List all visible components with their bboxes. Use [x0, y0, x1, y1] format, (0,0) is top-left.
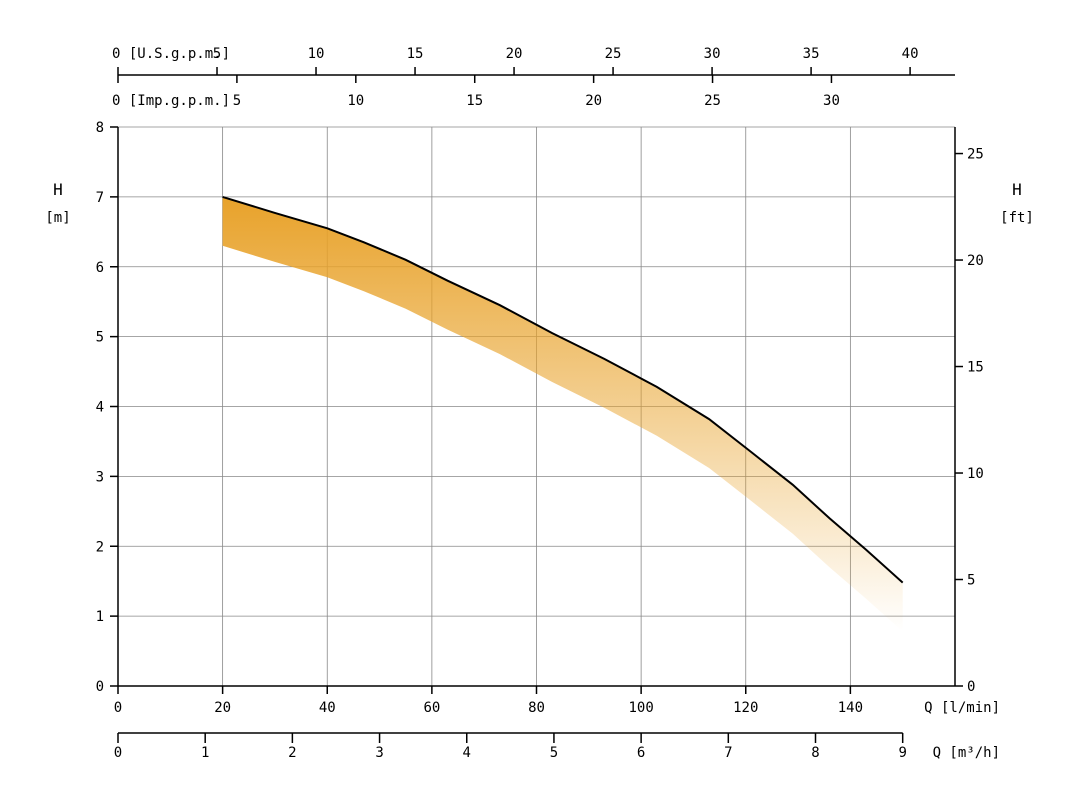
m3h-tick-label: 3 — [375, 745, 383, 761]
bottom-tick-label: 60 — [423, 700, 440, 716]
left-tick-label: 7 — [96, 190, 104, 206]
usgpm-tick-label: 15 — [407, 46, 424, 62]
impgpm-axis-title: 0 [Imp.g.p.m.] — [112, 93, 230, 109]
m3h-tick-label: 2 — [288, 745, 296, 761]
bottom-tick-label: 80 — [528, 700, 545, 716]
bottom-tick-label: 120 — [733, 700, 758, 716]
m3h-tick-label: 7 — [724, 745, 732, 761]
left-axis-title-top: H — [53, 180, 63, 199]
usgpm-tick-label: 25 — [605, 46, 622, 62]
band-layer — [222, 196, 903, 632]
left-tick-label: 3 — [96, 469, 104, 485]
m3h-tick-label: 6 — [637, 745, 645, 761]
impgpm-tick-label: 5 — [233, 93, 241, 109]
m3h-tick-label: 1 — [201, 745, 209, 761]
left-tick-label: 5 — [96, 330, 104, 346]
usgpm-tick-label: 5 — [213, 46, 221, 62]
impgpm-tick-label: 20 — [585, 93, 602, 109]
left-axis-title-unit: [m] — [45, 210, 70, 226]
x-axis-title: Q [l/min] — [924, 700, 1000, 716]
bottom-tick-label: 100 — [628, 700, 653, 716]
left-tick-label: 2 — [96, 539, 104, 555]
bottom-tick-label: 0 — [114, 700, 122, 716]
curve-layer — [222, 195, 904, 584]
bottom-tick-label: 20 — [214, 700, 231, 716]
left-tick-label: 6 — [96, 260, 104, 276]
m3h-tick-label: 8 — [811, 745, 819, 761]
bottom-tick-label: 140 — [838, 700, 863, 716]
left-tick-label: 8 — [96, 120, 104, 136]
usgpm-tick-label: 20 — [506, 46, 523, 62]
bottom-tick-label: 40 — [319, 700, 336, 716]
right-tick-label: 15 — [967, 360, 984, 376]
left-tick-label: 4 — [96, 400, 104, 416]
left-tick-label: 1 — [96, 609, 104, 625]
right-tick-label: 0 — [967, 679, 975, 695]
impgpm-tick-label: 15 — [466, 93, 483, 109]
usgpm-tick-label: 30 — [704, 46, 721, 62]
axes-layer — [110, 67, 963, 743]
usgpm-tick-label: 40 — [902, 46, 919, 62]
usgpm-tick-label: 10 — [308, 46, 325, 62]
m3h-tick-label: 5 — [550, 745, 558, 761]
performance-curve — [222, 195, 904, 584]
m3h-tick-label: 0 — [114, 745, 122, 761]
m3h-axis-title: Q [m³/h] — [933, 745, 1000, 761]
m3h-tick-label: 9 — [898, 745, 906, 761]
right-tick-label: 5 — [967, 573, 975, 589]
m3h-tick-label: 4 — [463, 745, 471, 761]
right-tick-label: 20 — [967, 253, 984, 269]
right-axis-title-top: H — [1012, 180, 1022, 199]
right-tick-label: 25 — [967, 147, 984, 163]
performance-band — [222, 196, 903, 632]
impgpm-tick-label: 30 — [823, 93, 840, 109]
usgpm-tick-label: 35 — [803, 46, 820, 62]
impgpm-tick-label: 10 — [347, 93, 364, 109]
right-axis-title-unit: [ft] — [1000, 210, 1034, 226]
right-tick-label: 10 — [967, 466, 984, 482]
impgpm-tick-label: 25 — [704, 93, 721, 109]
usgpm-axis-title: 0 [U.S.g.p.m.] — [112, 46, 230, 62]
left-tick-label: 0 — [96, 679, 104, 695]
